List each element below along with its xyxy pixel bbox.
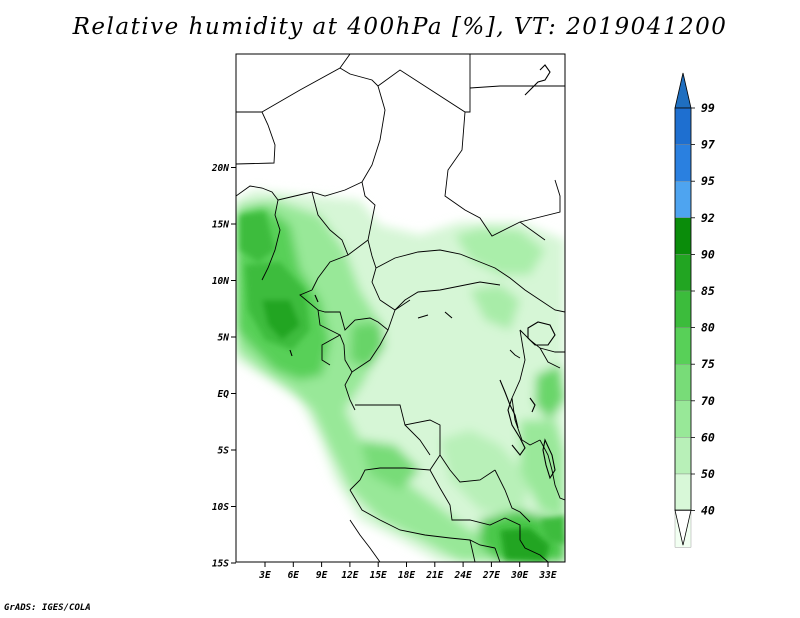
legend-label: 90 <box>701 247 715 261</box>
latitude-labels: 20N 15N 10N 5N EQ 5S 10S 15S <box>211 163 229 570</box>
humidity-field <box>236 190 565 562</box>
lon-label: 12E <box>341 570 358 581</box>
lat-label: 20N <box>211 163 229 174</box>
lat-label: 15S <box>212 559 229 570</box>
lat-label: 10S <box>212 502 229 513</box>
legend-swatch <box>674 107 692 145</box>
legend-swatch <box>674 437 692 475</box>
legend-swatch <box>674 254 692 292</box>
lon-label: 30E <box>510 570 528 581</box>
legend-label: 60 <box>701 430 715 444</box>
legend-label: 92 <box>701 211 715 225</box>
legend-swatch <box>674 144 692 182</box>
legend-label: 97 <box>701 138 715 152</box>
legend-swatch <box>674 400 692 438</box>
lat-label: 15N <box>212 220 229 231</box>
lon-label: 24E <box>454 570 472 581</box>
longitude-labels: 3E 6E 9E 12E 15E 18E 21E 24E 27E 30E 33E <box>258 570 557 581</box>
lat-label: 5N <box>218 333 230 344</box>
legend-swatch <box>674 290 692 328</box>
lon-label: 33E <box>538 570 556 581</box>
credit-label: GrADS: IGES/COLA <box>4 603 91 613</box>
legend-swatch <box>674 327 692 365</box>
map-frame <box>235 53 566 563</box>
lat-label: 5S <box>218 446 230 457</box>
lon-label: 18E <box>398 570 415 581</box>
legend-label: 95 <box>701 174 715 188</box>
legend-top-arrow <box>674 72 692 109</box>
legend-swatch <box>674 217 692 255</box>
legend-swatch <box>674 364 692 402</box>
legend-swatch <box>674 473 692 511</box>
lon-label: 9E <box>316 570 328 581</box>
legend-label: 80 <box>701 321 715 335</box>
lon-label: 15E <box>370 570 387 581</box>
latitude-ticks <box>231 167 236 564</box>
country-borders <box>236 54 565 562</box>
color-legend: 99 97 95 92 90 85 80 75 70 60 50 40 <box>674 72 715 548</box>
lon-label: 21E <box>425 570 443 581</box>
legend-label: 85 <box>701 284 715 298</box>
legend-swatch <box>674 180 692 218</box>
legend-label: 99 <box>701 101 715 115</box>
lon-label: 3E <box>258 570 271 581</box>
lakes <box>289 64 556 480</box>
lat-label: EQ <box>218 389 230 400</box>
legend-label: 75 <box>701 357 715 371</box>
lat-label: 10N <box>212 276 229 287</box>
legend-label: 40 <box>701 504 715 518</box>
legend-label: 70 <box>701 394 715 408</box>
legend-frame <box>674 107 692 511</box>
longitude-ticks <box>264 562 549 567</box>
lon-label: 6E <box>288 570 300 581</box>
map-title: Relative humidity at 400hPa [%], VT: 201… <box>72 14 728 40</box>
legend-label: 50 <box>701 467 715 481</box>
lon-label: 27E <box>482 570 500 581</box>
